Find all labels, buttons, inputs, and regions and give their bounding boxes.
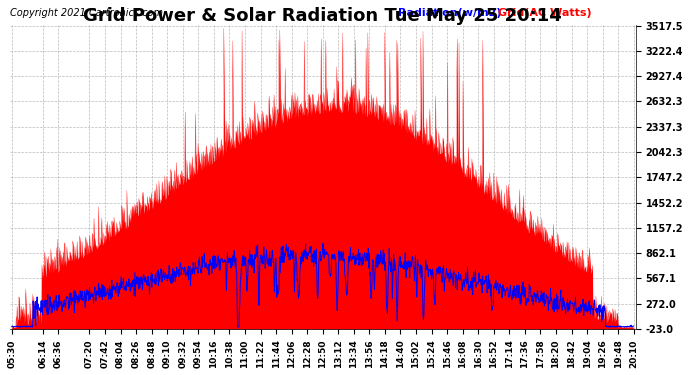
Text: Copyright 2021 Cartronics.com: Copyright 2021 Cartronics.com	[10, 8, 163, 18]
Text: Radiation(w/m2): Radiation(w/m2)	[398, 8, 502, 18]
Text: Grid(AC Watts): Grid(AC Watts)	[498, 8, 592, 18]
Title: Grid Power & Solar Radiation Tue May 25 20:14: Grid Power & Solar Radiation Tue May 25 …	[83, 7, 562, 25]
